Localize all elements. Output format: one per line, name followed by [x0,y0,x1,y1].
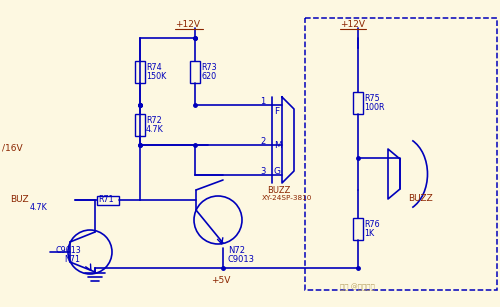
Text: 620: 620 [201,72,216,80]
Text: C9013: C9013 [228,255,255,264]
Text: +12V: +12V [175,20,200,29]
Text: 1: 1 [260,97,265,106]
Bar [135,114,145,136]
Text: /16V: /16V [2,143,22,152]
Text: 2: 2 [260,137,265,146]
Text: 4.7K: 4.7K [146,125,164,134]
Text: R75: R75 [364,94,380,103]
Bar [353,218,363,240]
Text: 4.7K: 4.7K [30,203,48,212]
Text: R71: R71 [98,195,114,204]
Text: R72: R72 [146,116,162,125]
Text: 3: 3 [260,167,266,176]
Text: BUZZ: BUZZ [408,194,433,203]
Bar [353,92,363,114]
Text: BUZZ: BUZZ [267,186,290,195]
Text: N71: N71 [64,255,80,264]
Text: C9013: C9013 [56,246,82,255]
Text: R74: R74 [146,63,162,72]
Text: N72: N72 [228,246,245,255]
Bar [305,18,497,290]
Text: BUZ: BUZ [10,195,29,204]
Bar [96,196,118,204]
Bar [190,60,200,83]
Text: R73: R73 [201,63,216,72]
Text: 头条 @爱作大神: 头条 @爱作大神 [340,284,375,291]
Text: F: F [274,107,279,116]
Text: 1K: 1K [364,229,374,238]
Text: R76: R76 [364,220,380,229]
Text: G: G [274,167,281,176]
Text: +5V: +5V [211,276,231,285]
Text: 150K: 150K [146,72,166,80]
Text: M: M [274,141,282,150]
Text: +12V: +12V [340,20,365,29]
Text: XY-24SP-3810: XY-24SP-3810 [262,195,312,201]
Bar [135,60,145,83]
Text: 100R: 100R [364,103,384,112]
